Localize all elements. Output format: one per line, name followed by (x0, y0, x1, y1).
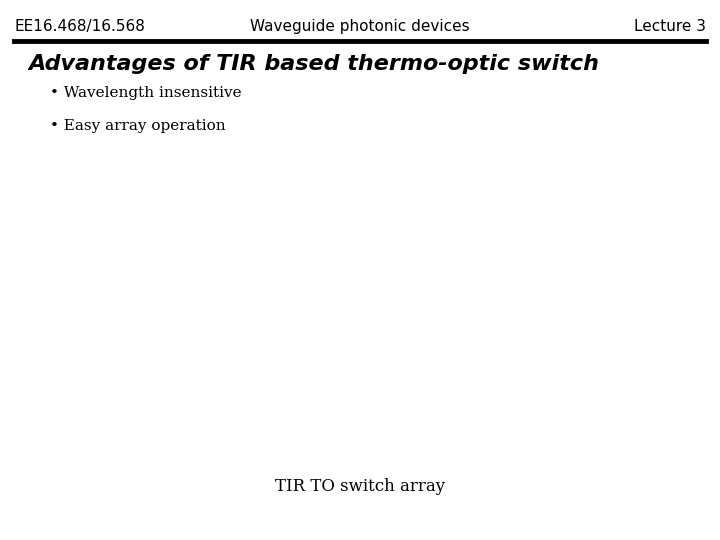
Text: Advantages of TIR based thermo-optic switch: Advantages of TIR based thermo-optic swi… (29, 54, 600, 74)
Text: Lecture 3: Lecture 3 (634, 19, 706, 34)
Text: • Easy array operation: • Easy array operation (50, 119, 226, 133)
Text: • Wavelength insensitive: • Wavelength insensitive (50, 86, 242, 100)
Text: EE16.468/16.568: EE16.468/16.568 (14, 19, 145, 34)
Text: Waveguide photonic devices: Waveguide photonic devices (250, 19, 470, 34)
Text: TIR TO switch array: TIR TO switch array (275, 478, 445, 495)
